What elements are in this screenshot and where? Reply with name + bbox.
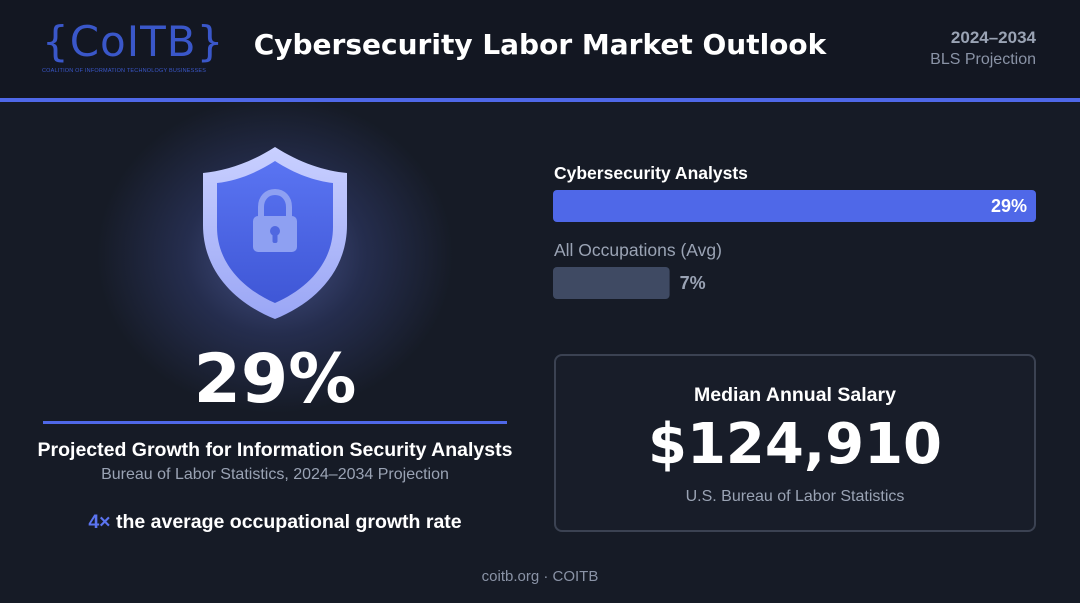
footer: coitb.org · COITB	[481, 568, 599, 585]
stat-divider	[43, 421, 507, 424]
growth-comparison-chart: Cybersecurity Analysts 29% All Occupations…	[553, 163, 1036, 299]
growth-stat: 29%	[193, 340, 357, 419]
growth-source: Bureau of Labor Statistics, 2024–2034 Pr…	[101, 466, 449, 483]
bar-value-label-0: 29%	[991, 196, 1027, 216]
salary-card: Median Annual Salary $124,910 U.S. Burea…	[554, 354, 1036, 532]
projection-label: BLS Projection	[930, 51, 1036, 68]
logo: {CoITB} COALITION OF INFORMATION TECHNOL…	[42, 16, 223, 78]
multiplier-text: the average occupational growth rate	[110, 511, 462, 533]
bar-value-label-1: 7%	[680, 273, 706, 293]
logo-text: {CoITB}	[42, 17, 225, 66]
header-divider	[0, 98, 1080, 102]
salary-label: Median Annual Salary	[694, 384, 896, 406]
logo-subtitle: COALITION OF INFORMATION TECHNOLOGY BUSI…	[42, 68, 207, 74]
bar-1	[553, 267, 670, 299]
growth-label: Projected Growth for Information Securit…	[37, 439, 513, 461]
bar-category-label-1: All Occupations (Avg)	[554, 240, 722, 260]
page-title: Cybersecurity Labor Market Outlook	[253, 28, 827, 61]
multiplier-value: 4×	[88, 511, 111, 533]
projection-years: 2024–2034	[950, 28, 1036, 47]
bar-0	[553, 190, 1036, 222]
bar-category-label-0: Cybersecurity Analysts	[554, 163, 748, 183]
multiplier-note: 4× the average occupational growth rate	[20, 511, 530, 534]
header	[0, 0, 1080, 100]
salary-value: $124,910	[647, 412, 943, 477]
shield-lock-icon	[203, 147, 347, 319]
salary-source: U.S. Bureau of Labor Statistics	[685, 488, 905, 505]
